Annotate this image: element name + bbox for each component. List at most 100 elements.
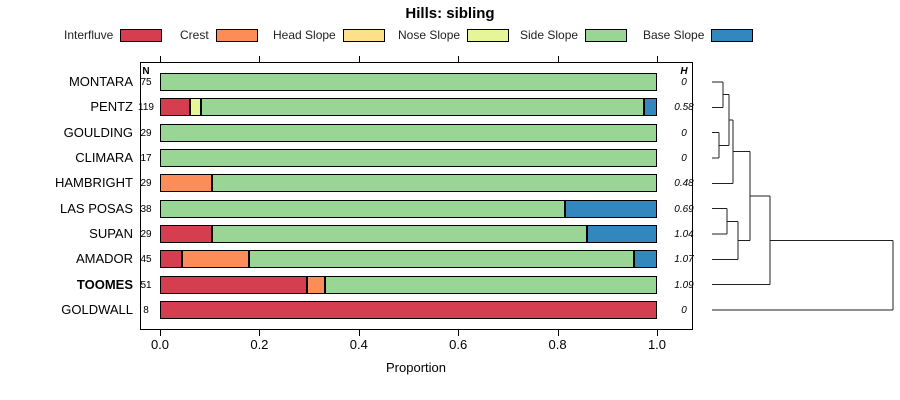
- n-value: 119: [138, 102, 154, 114]
- bar-segment: [307, 275, 325, 294]
- x-axis-tick: [557, 330, 559, 336]
- bar-segment: [160, 300, 657, 319]
- row-label: HAMBRIGHT: [55, 175, 133, 191]
- x-axis-tick: [358, 330, 360, 336]
- bar-segment: [325, 275, 657, 294]
- bar-segment: [212, 224, 587, 243]
- h-value: 0: [681, 152, 687, 164]
- stacked-bar: [160, 199, 657, 218]
- n-value: 17: [140, 152, 152, 164]
- stacked-bar: [160, 224, 657, 243]
- bar-segment: [160, 98, 190, 117]
- legend-item: Crest: [180, 28, 258, 42]
- h-value: 0.69: [674, 203, 694, 215]
- row-label: CLIMARA: [75, 149, 133, 165]
- stacked-bar: [160, 73, 657, 91]
- row-label: MONTARA: [68, 74, 133, 89]
- legend-label: Head Slope: [273, 28, 336, 42]
- h-value: 0.48: [674, 178, 694, 190]
- x-axis-tick-label: 0.4: [349, 337, 368, 352]
- x-axis-tick-label: 0.2: [250, 337, 269, 352]
- chart-title: Hills: sibling: [405, 5, 495, 22]
- x-axis-label: Proportion: [386, 360, 446, 375]
- h-value: 0.58: [674, 102, 694, 114]
- x-axis-tick-top: [259, 56, 261, 62]
- bar-segment: [160, 123, 657, 142]
- stacked-bar: [160, 275, 657, 294]
- x-axis-tick-top: [657, 56, 658, 62]
- row-label: GOLDWALL: [61, 301, 133, 317]
- stacked-bar: [160, 174, 657, 193]
- legend-item: Nose Slope: [398, 28, 510, 42]
- stacked-bar: [160, 250, 657, 269]
- stacked-bar: [160, 148, 657, 167]
- x-axis-tick: [160, 330, 161, 336]
- legend-swatch: [342, 28, 385, 42]
- n-value: 29: [140, 127, 152, 139]
- h-value: 1.04: [674, 228, 694, 240]
- bar-segment: [565, 199, 657, 218]
- n-value: 29: [140, 178, 152, 190]
- bar-segment: [634, 250, 657, 269]
- legend-item: Base Slope: [643, 28, 754, 42]
- bar-segment: [160, 174, 212, 193]
- legend-item: Interfluve: [64, 28, 163, 42]
- bar-segment: [212, 174, 657, 193]
- legend-swatch: [467, 28, 510, 42]
- legend-item: Head Slope: [273, 28, 385, 42]
- n-value: 29: [140, 228, 152, 240]
- x-axis-tick-top: [358, 56, 360, 62]
- row-label: SUPAN: [89, 225, 133, 241]
- x-axis-tick: [458, 330, 460, 336]
- bar-segment: [644, 98, 657, 117]
- h-value: 0: [681, 127, 687, 139]
- row-label: GOULDING: [63, 124, 133, 140]
- bar-segment: [160, 224, 212, 243]
- x-axis-tick-top: [458, 56, 460, 62]
- h-value: 1.09: [674, 279, 694, 291]
- legend-swatch: [215, 28, 258, 42]
- legend-swatch: [711, 28, 754, 42]
- bar-segment: [249, 250, 634, 269]
- x-axis-tick-label: 0.6: [449, 337, 468, 352]
- x-axis-tick: [259, 330, 261, 336]
- bar-segment: [160, 148, 657, 167]
- legend-label: Interfluve: [64, 28, 114, 42]
- h-column-header: H: [680, 66, 688, 77]
- stacked-bar: [160, 123, 657, 142]
- bar-segment: [160, 275, 307, 294]
- row-label: PENTZ: [90, 99, 133, 115]
- x-axis-tick-top: [557, 56, 559, 62]
- bar-segment: [587, 224, 657, 243]
- legend-swatch: [585, 28, 628, 42]
- x-axis-tick-label: 0.0: [150, 337, 170, 352]
- legend-label: Base Slope: [643, 28, 705, 42]
- bar-segment: [160, 73, 657, 91]
- row-label: LAS POSAS: [60, 200, 133, 216]
- n-value: 38: [140, 203, 152, 215]
- legend-swatch: [120, 28, 163, 42]
- plot-area: [140, 62, 693, 330]
- stacked-bar: [160, 98, 657, 117]
- row-label: TOOMES: [76, 276, 133, 292]
- bar-segment: [201, 98, 644, 117]
- h-value: 0: [681, 304, 687, 316]
- n-value: 51: [140, 279, 152, 291]
- legend-label: Side Slope: [520, 28, 579, 42]
- legend-label: Crest: [180, 28, 209, 42]
- x-axis-tick: [657, 330, 658, 336]
- bar-segment: [190, 98, 201, 117]
- legend-item: Side Slope: [520, 28, 628, 42]
- n-value: 75: [140, 77, 152, 88]
- n-value: 45: [140, 254, 152, 266]
- x-axis-tick-label: 1.0: [647, 337, 667, 352]
- bar-segment: [182, 250, 249, 269]
- bar-segment: [160, 250, 182, 269]
- stacked-bar: [160, 300, 657, 319]
- x-axis-tick-label: 0.8: [548, 337, 567, 352]
- legend-label: Nose Slope: [398, 28, 461, 42]
- h-value: 1.07: [674, 254, 694, 266]
- x-axis-tick-top: [160, 56, 161, 62]
